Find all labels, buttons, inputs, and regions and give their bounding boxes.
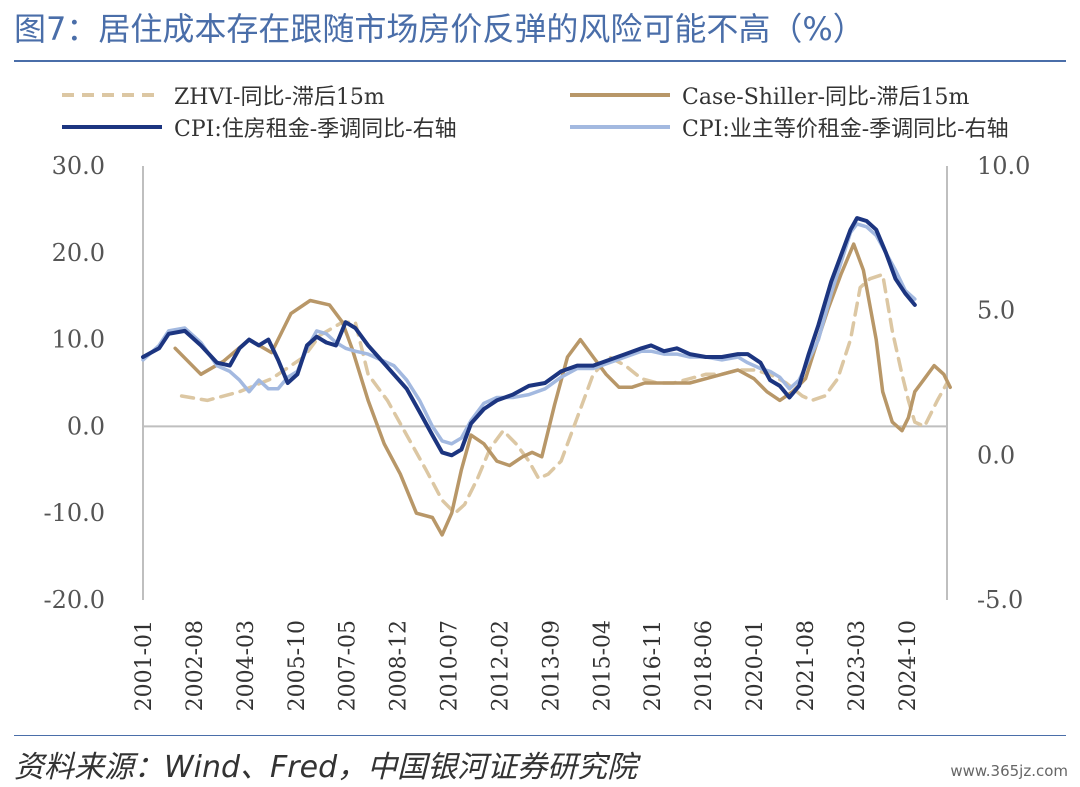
y-right-tick-label: 0.0	[977, 441, 1015, 469]
x-tick-label: 2007-05	[336, 620, 361, 711]
legend-label-2: Case-Shiller-同比-滞后15m	[682, 85, 969, 110]
axes: 30.0 20.0 10.0 0.0 -10.0 -20.0 10.0 5.0 0.0 -5.0	[43, 152, 1030, 614]
x-tick-label: 2016-11	[641, 620, 666, 711]
x-tick-label: 2002-08	[183, 620, 208, 711]
y-right-tick-label: 10.0	[977, 152, 1030, 180]
source-rule	[14, 735, 1066, 736]
x-tick-label: 2015-04	[590, 620, 615, 711]
y-left-tick-label: 20.0	[52, 239, 105, 267]
chart-title: 图7：居住成本存在跟随市场房价反弹的风险可能不高（%）	[14, 10, 865, 48]
y-left-tick-label: 0.0	[67, 412, 105, 440]
legend-label-4: CPI:业主等价租金-季调同比-右轴	[682, 117, 1009, 142]
series-line-3	[141, 216, 917, 458]
y-left-tick-label: -20.0	[43, 586, 105, 614]
series-line-4	[141, 222, 917, 446]
x-tick-label: 2001-01	[132, 620, 157, 711]
x-tick-label: 2008-12	[387, 620, 412, 711]
x-tick-labels: 2001-01 2002-08 2004-03 2005-10 2007-05 2008-…	[132, 620, 921, 711]
x-tick-label: 2010-07	[438, 620, 463, 711]
x-tick-label: 2012-02	[488, 620, 513, 711]
source-note: 资料来源：Wind、Fred，中国银河证券研究院	[14, 750, 638, 785]
title-rule	[14, 60, 1066, 62]
x-tick-label: 2004-03	[234, 620, 259, 711]
x-tick-label: 2018-06	[692, 620, 717, 711]
y-left-tick-label: -10.0	[43, 499, 105, 527]
x-tick-label: 2021-08	[794, 620, 819, 711]
x-tick-label: 2024-10	[896, 620, 921, 711]
y-right-tick-label: -5.0	[977, 586, 1023, 614]
y-right-tick-label: 5.0	[977, 297, 1015, 325]
y-left-tick-label: 10.0	[52, 326, 105, 354]
x-tick-label: 2020-01	[743, 620, 768, 711]
x-tick-label: 2023-03	[845, 620, 870, 711]
x-tick-label: 2005-10	[285, 620, 310, 711]
x-tick-label: 2013-09	[539, 620, 564, 711]
plot-area	[141, 216, 952, 537]
legend: ZHVI-同比-滞后15m Case-Shiller-同比-滞后15m CPI:住房…	[62, 85, 1009, 142]
watermark: www.365jz.com	[950, 762, 1068, 780]
series-line-2	[173, 242, 952, 537]
y-left-tick-label: 30.0	[52, 152, 105, 180]
legend-label-1: ZHVI-同比-滞后15m	[174, 85, 385, 110]
legend-label-3: CPI:住房租金-季调同比-右轴	[174, 117, 457, 142]
